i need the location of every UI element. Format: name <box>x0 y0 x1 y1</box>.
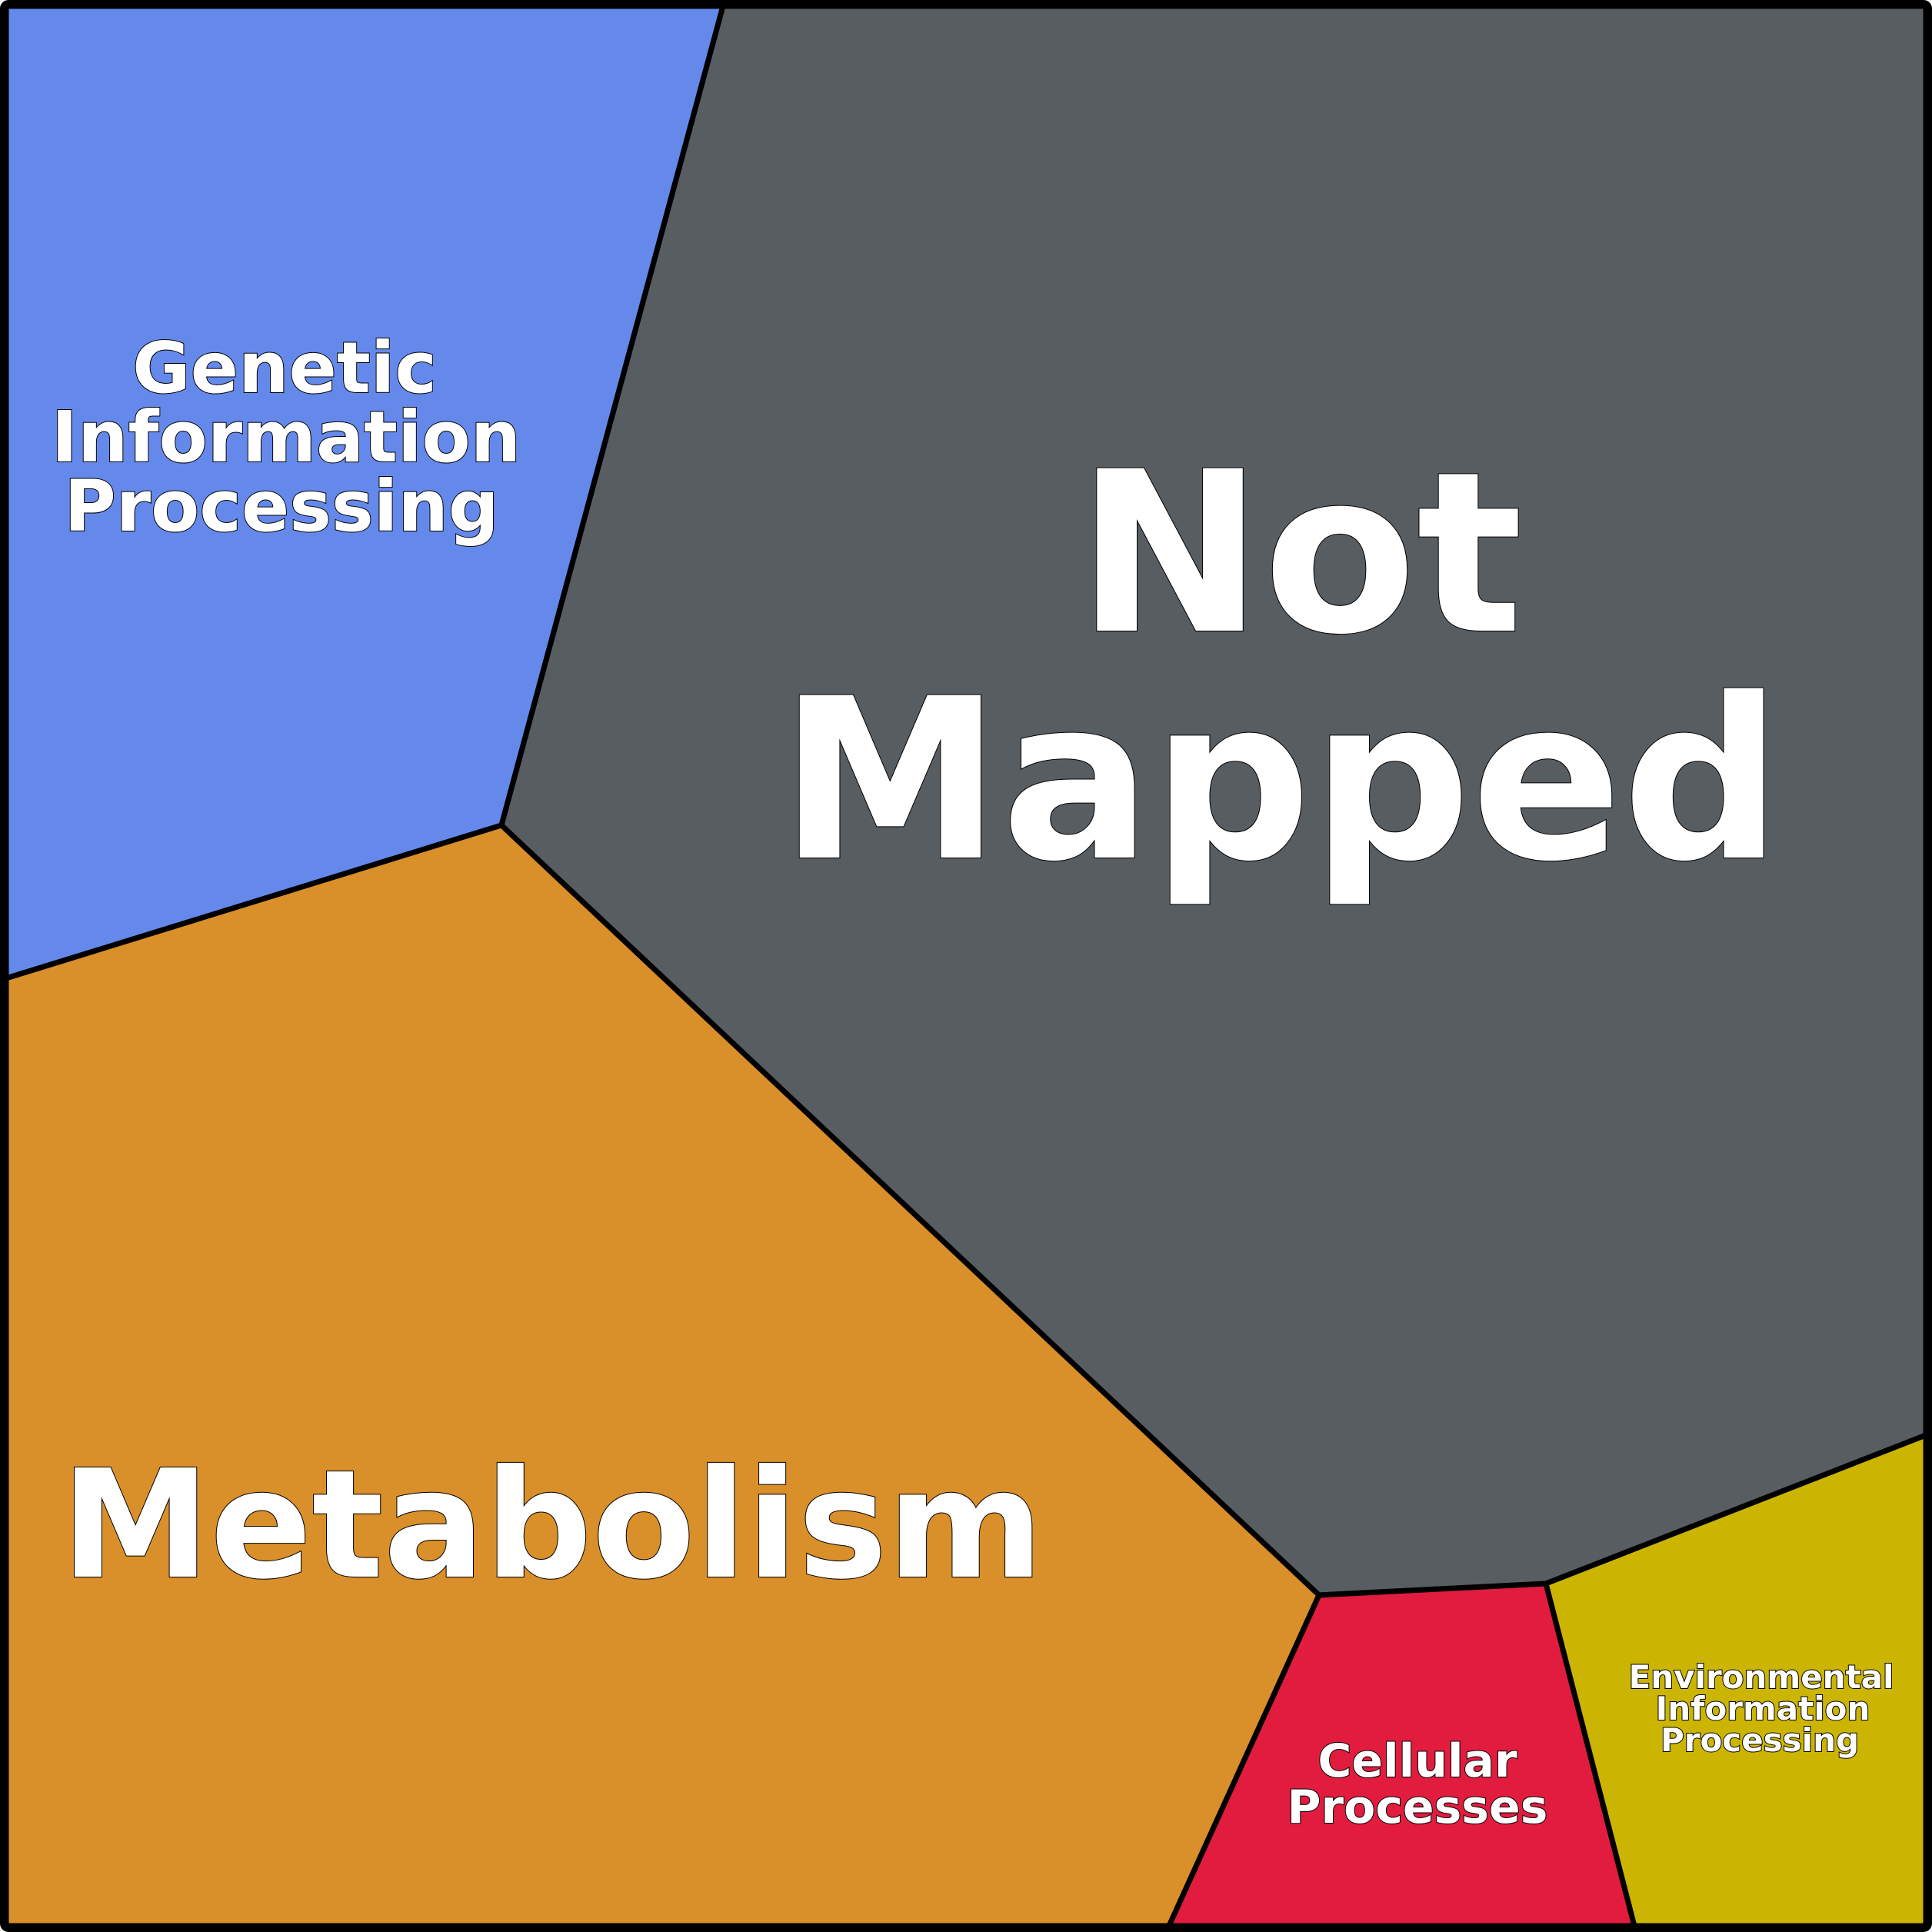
label-not-mapped: Not Mapped <box>778 424 1783 911</box>
label-line: Cellular <box>1317 1734 1517 1788</box>
label-line: Environmental <box>1629 1658 1894 1696</box>
label-cellular-processes: Cellular Processes <box>1287 1734 1549 1835</box>
label-line: Mapped <box>779 651 1782 911</box>
label-line: Information <box>52 396 521 478</box>
label-environmental-information-processing: Environmental Information Processing <box>1628 1657 1895 1760</box>
label-line: Processing <box>64 465 498 548</box>
label-line: Processes <box>1287 1780 1548 1834</box>
label-line: Metabolism <box>61 1437 1044 1612</box>
label-metabolism: Metabolism <box>60 1437 1044 1613</box>
label-line: Not <box>1077 425 1524 684</box>
label-genetic-information-processing: Genetic Information Processing <box>51 326 522 548</box>
label-line: Processing <box>1661 1721 1859 1759</box>
label-line: Genetic <box>132 327 437 409</box>
label-line: Information <box>1656 1690 1870 1727</box>
